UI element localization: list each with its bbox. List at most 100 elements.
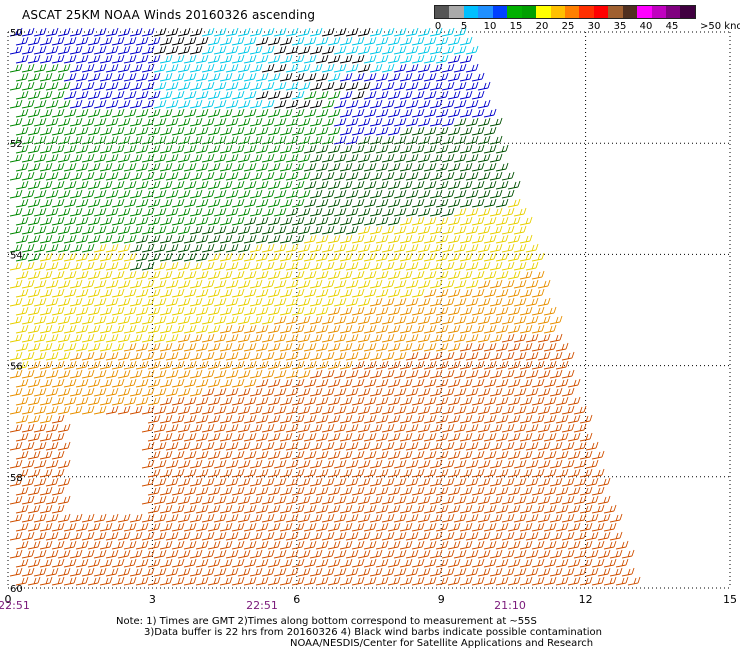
wind-barb <box>111 144 125 154</box>
wind-barb <box>315 396 329 406</box>
wind-barb <box>195 486 209 496</box>
wind-barb <box>45 135 59 145</box>
wind-barb <box>435 558 449 568</box>
wind-barb <box>171 576 185 586</box>
wind-barb <box>399 126 413 136</box>
wind-barb <box>351 558 365 568</box>
wind-barb <box>333 171 347 181</box>
wind-barb <box>75 180 89 190</box>
wind-barb <box>543 306 557 316</box>
wind-barb <box>405 405 419 415</box>
wind-barb <box>147 432 161 442</box>
wind-barb <box>357 117 371 127</box>
wind-barb <box>327 270 341 280</box>
wind-barb <box>339 576 353 586</box>
wind-barb <box>435 504 449 514</box>
wind-barb <box>171 486 185 496</box>
wind-barb <box>183 108 197 118</box>
wind-barb <box>333 513 347 523</box>
wind-barb <box>249 171 263 181</box>
wind-barb <box>285 495 299 505</box>
wind-barb <box>141 261 155 271</box>
colorbar-segment <box>492 6 508 18</box>
wind-barb <box>537 279 551 289</box>
wind-barb <box>471 576 485 586</box>
wind-barb <box>549 513 563 523</box>
wind-barb <box>507 468 521 478</box>
wind-barb <box>429 171 443 181</box>
wind-barb <box>477 459 491 469</box>
wind-barb <box>123 540 137 550</box>
wind-barb <box>327 198 341 208</box>
wind-barb <box>297 495 311 505</box>
wind-barb <box>255 450 269 460</box>
wind-barb <box>123 216 137 226</box>
wind-barb <box>327 90 341 100</box>
wind-barb <box>189 567 203 577</box>
wind-barb <box>381 279 395 289</box>
wind-barb <box>135 180 149 190</box>
wind-barb <box>231 432 245 442</box>
wind-barb <box>141 513 155 523</box>
wind-barb <box>51 108 65 118</box>
wind-barb <box>345 351 359 361</box>
wind-barb <box>579 414 593 424</box>
wind-barb <box>303 108 317 118</box>
wind-barb <box>429 513 443 523</box>
wind-barb <box>519 432 533 442</box>
wind-barb <box>501 189 515 199</box>
wind-barb <box>99 36 113 46</box>
wind-barb <box>111 288 125 298</box>
wind-barb <box>483 450 497 460</box>
wind-barb <box>177 153 191 163</box>
wind-barb <box>339 180 353 190</box>
wind-barb <box>273 495 287 505</box>
wind-barb <box>231 504 245 514</box>
wind-barb <box>207 486 221 496</box>
wind-barb <box>411 270 425 280</box>
wind-barb <box>489 207 503 217</box>
wind-barb <box>423 576 437 586</box>
wind-barb <box>123 180 137 190</box>
wind-barb <box>177 405 191 415</box>
wind-barb <box>327 504 341 514</box>
wind-barb <box>261 63 275 73</box>
wind-barb <box>219 396 233 406</box>
wind-barb <box>459 558 473 568</box>
wind-barb <box>267 72 281 82</box>
wind-barb <box>621 549 635 559</box>
wind-barb <box>279 450 293 460</box>
wind-barb <box>237 549 251 559</box>
wind-barb <box>171 306 185 316</box>
wind-barb <box>213 423 227 433</box>
wind-barb <box>153 135 167 145</box>
wind-barb <box>501 297 515 307</box>
wind-barb <box>189 45 203 55</box>
wind-barb <box>345 513 359 523</box>
wind-barb <box>531 504 545 514</box>
wind-barb <box>75 252 89 262</box>
wind-barb <box>165 27 179 37</box>
wind-barb <box>231 144 245 154</box>
wind-barb <box>15 306 29 316</box>
wind-barb <box>207 504 221 514</box>
wind-barb <box>441 495 455 505</box>
wind-barb <box>351 486 365 496</box>
wind-barb <box>351 90 365 100</box>
wind-barb <box>75 378 89 388</box>
wind-barb <box>417 495 431 505</box>
wind-barb <box>459 396 473 406</box>
wind-barb <box>459 234 473 244</box>
wind-barb <box>423 216 437 226</box>
wind-barb <box>279 378 293 388</box>
wind-barb <box>81 27 95 37</box>
wind-barb <box>309 441 323 451</box>
wind-barb <box>327 126 341 136</box>
wind-barb <box>111 396 125 406</box>
wind-barb <box>273 225 287 235</box>
wind-barb <box>147 36 161 46</box>
wind-barb <box>273 513 287 523</box>
wind-barb <box>411 558 425 568</box>
wind-barb <box>207 324 221 334</box>
wind-barb <box>21 45 35 55</box>
